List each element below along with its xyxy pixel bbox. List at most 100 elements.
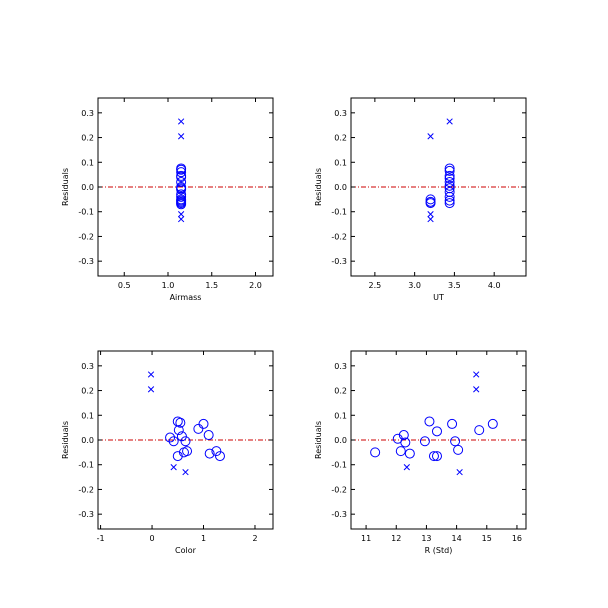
data-point-circle (444, 173, 455, 184)
axis-ticks: -0.3 -0.2 -0.1 0.0 0.1 0.2 0.3 0.5 1.0 1.5 2.0 (78, 98, 273, 290)
data-point-circle (211, 446, 222, 457)
y-axis-label: Residuals (61, 168, 70, 206)
data-point-circle (444, 180, 455, 191)
y-tick-label: 0.1 (334, 158, 347, 167)
data-point-circle (204, 448, 215, 459)
residuals-vs-r-std-panel: -0.3 -0.2 -0.1 0.0 0.1 0.2 0.3 11 12 13 14 15 16 R (… (314, 350, 527, 555)
x-tick-label: 1.5 (205, 281, 218, 290)
data-point-circle (176, 431, 187, 442)
data-point-circle (444, 165, 455, 176)
data-point-cross (177, 118, 185, 125)
data-point-circle (425, 194, 436, 205)
data-point-circle (431, 451, 442, 462)
data-point-cross (177, 133, 185, 140)
y-tick-label: -0.3 (78, 510, 94, 519)
data-point-circle (444, 170, 455, 181)
x-tick-label: 2.0 (249, 281, 262, 290)
data-point-circle (444, 177, 455, 188)
data-point-cross (147, 371, 155, 378)
data-point-cross (177, 215, 185, 223)
data-point-circle (165, 432, 176, 443)
residuals-vs-airmass-panel: -0.3 -0.2 -0.1 0.0 0.1 0.2 0.3 0.5 1.0 1.5 2.0 Air… (61, 97, 274, 302)
x-axis-label: UT (433, 293, 444, 302)
y-tick-label: -0.3 (331, 510, 347, 519)
x-tick-label: 1 (201, 534, 206, 543)
data-point-circle (398, 430, 409, 441)
data-point-circle (203, 430, 214, 441)
x-axis-label: R (Std) (425, 546, 453, 555)
data-point-circle (214, 451, 225, 462)
data-point-circle (370, 447, 381, 458)
x-tick-label: 1.0 (162, 281, 175, 290)
y-tick-label: 0.1 (81, 411, 94, 420)
data-markers (425, 118, 455, 223)
data-point-circle (431, 426, 442, 437)
y-tick-label: 0.3 (334, 109, 347, 118)
y-tick-label: 0.0 (334, 436, 347, 445)
x-axis-label: Airmass (170, 293, 202, 302)
y-tick-label: -0.2 (331, 485, 347, 494)
x-axis-label: Color (175, 546, 197, 555)
x-tick-label: 11 (361, 534, 371, 543)
data-point-circle (400, 437, 411, 448)
data-point-circle (176, 191, 187, 202)
x-tick-label: 12 (391, 534, 401, 543)
data-point-circle (487, 418, 498, 429)
x-tick-label: 4.0 (488, 281, 501, 290)
data-point-circle (175, 417, 186, 428)
data-point-circle (176, 172, 187, 183)
data-point-circle (444, 195, 455, 206)
residuals-vs-ut-panel: -0.3-0.2-0.10.00.10.20.32.5 3.0 3.5 4.0 UT … (314, 97, 527, 302)
y-tick-label: -0.2 (78, 232, 94, 241)
data-point-cross (427, 215, 434, 223)
x-tick-label: 0.5 (118, 281, 131, 290)
y-tick-label: 0.2 (334, 387, 347, 396)
y-tick-label: -0.1 (331, 208, 347, 217)
x-tick-label: 3.5 (448, 281, 461, 290)
x-tick-label: 15 (482, 534, 492, 543)
data-point-cross (177, 211, 185, 218)
y-tick-label: -0.3 (78, 257, 94, 266)
data-markers (370, 371, 498, 476)
y-tick-label: 0.3 (81, 109, 94, 118)
data-point-circle (450, 436, 461, 447)
data-point-circle (176, 167, 187, 178)
data-point-circle (447, 418, 458, 429)
data-point-cross (473, 371, 480, 378)
data-point-circle (428, 451, 439, 462)
data-point-cross (427, 133, 434, 140)
y-tick-label: 0.0 (81, 436, 94, 445)
data-point-circle (176, 164, 187, 175)
data-point-circle (474, 425, 485, 436)
y-tick-label: 0.0 (334, 183, 347, 192)
y-axis-label: Residuals (314, 421, 323, 459)
x-tick-label: 0 (149, 534, 154, 543)
data-point-circle (404, 448, 415, 459)
data-point-cross (427, 211, 434, 218)
data-point-circle (424, 416, 435, 427)
data-point-cross (147, 386, 155, 393)
x-tick-label: 13 (421, 534, 431, 543)
residuals-vs-color-panel: -0.3 -0.2 -0.1 0.0 0.1 0.2 0.3 -1 0 1 2 Color Resi… (61, 350, 274, 555)
x-tick-label: 14 (452, 534, 462, 543)
data-point-circle (444, 163, 455, 174)
data-point-circle (176, 184, 187, 195)
y-tick-label: -0.2 (331, 232, 347, 241)
y-tick-label: 0.3 (81, 362, 94, 371)
y-tick-label: 0.2 (81, 134, 94, 143)
y-tick-label: -0.1 (78, 208, 94, 217)
axis-ticks: -0.3 -0.2 -0.1 0.0 0.1 0.2 0.3 2.5 3.0 3.5 4.0 (331, 98, 526, 290)
y-tick-label: -0.2 (78, 485, 94, 494)
y-axis-label: Residuals (314, 168, 323, 206)
y-tick-label: -0.1 (331, 461, 347, 470)
data-point-circle (178, 447, 189, 458)
y-tick-label: 0.2 (334, 134, 347, 143)
axis-ticks: -0.3 -0.2 -0.1 0.0 0.1 0.2 0.3 11 12 13 14 15 16 (331, 351, 526, 543)
axis-ticks: -0.3 -0.2 -0.1 0.0 0.1 0.2 0.3 -1 0 1 2 (78, 351, 273, 543)
data-point-cross (403, 464, 410, 471)
data-point-cross (170, 464, 177, 471)
data-point-circle (173, 425, 184, 436)
x-tick-label: 2 (252, 534, 257, 543)
x-tick-label: 3.0 (408, 281, 421, 290)
x-tick-label: -1 (97, 534, 105, 543)
